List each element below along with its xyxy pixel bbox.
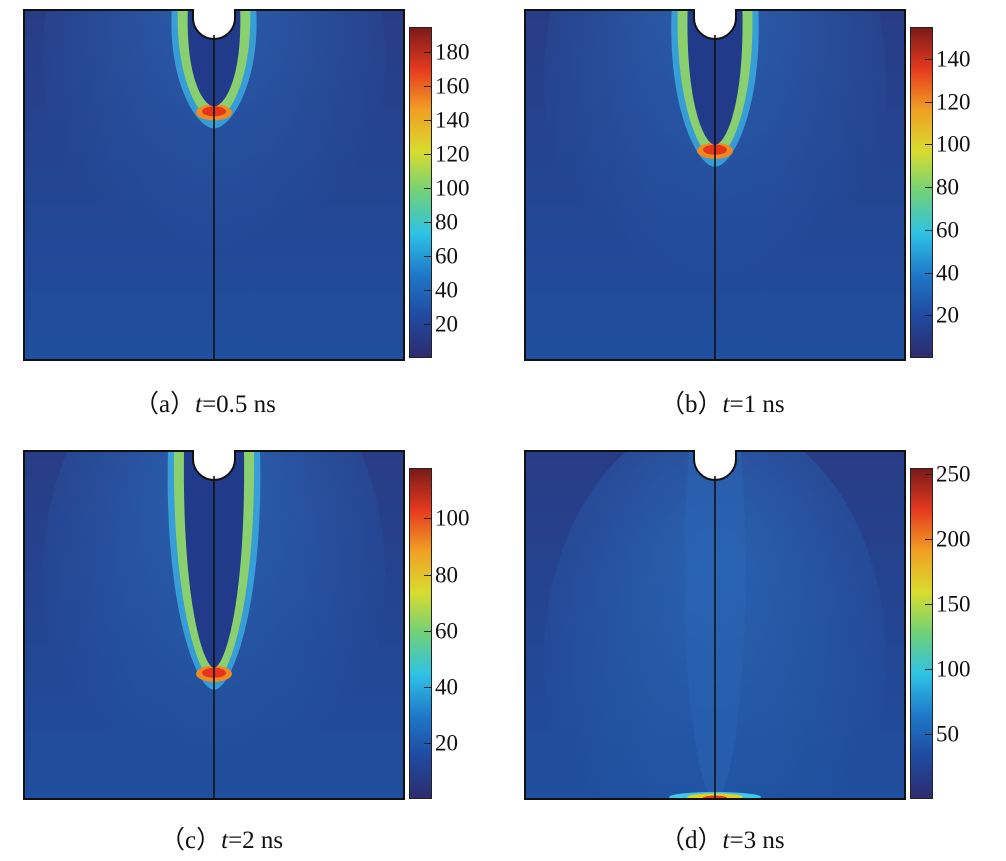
colorbar-tick-label: 120 [936, 89, 971, 115]
colorbar-tick-label: 60 [435, 243, 458, 269]
caption-c: （c）t=2 ns [160, 827, 284, 854]
caption-a: （a）t=0.5 ns [134, 391, 276, 418]
colorbar-tick [925, 101, 933, 103]
colorbar-tick-label: 20 [435, 730, 458, 756]
colorbar-tick-label: 40 [435, 277, 458, 303]
colorbar-tick [424, 742, 432, 744]
field-plot-a [23, 9, 405, 361]
colorbar-tick [424, 324, 432, 326]
colorbar-tick-label: 100 [435, 175, 470, 201]
colorbar-tick-label: 150 [936, 591, 971, 617]
colorbar-tick [424, 222, 432, 224]
colorbar-tick [424, 188, 432, 190]
colorbar-tick-label: 40 [936, 260, 959, 286]
colorbar-tick [925, 539, 933, 541]
colorbar-tick-label: 60 [435, 618, 458, 644]
colorbar-b [910, 27, 933, 358]
colorbar-tick [925, 59, 933, 61]
colorbar-tick-label: 140 [435, 107, 470, 133]
colorbar-tick [925, 669, 933, 671]
colorbar-tick [424, 290, 432, 292]
colorbar-tick-label: 60 [936, 217, 959, 243]
field-plot-b [524, 9, 906, 361]
colorbar-a [409, 27, 432, 358]
colorbar-tick [925, 474, 933, 476]
caption-b: （b）t=1 ns [660, 391, 785, 418]
colorbar-tick-label: 100 [435, 505, 470, 531]
colorbar-tick-label: 20 [435, 311, 458, 337]
colorbar-tick-label: 40 [435, 674, 458, 700]
field-plot-d [524, 450, 906, 800]
colorbar-tick [925, 604, 933, 606]
colorbar-tick [424, 686, 432, 688]
colorbar-tick [424, 574, 432, 576]
colorbar-tick [424, 630, 432, 632]
colorbar-tick-label: 100 [936, 656, 971, 682]
domain-outline [23, 450, 405, 800]
colorbar-tick [925, 187, 933, 189]
colorbar-tick [925, 144, 933, 146]
colorbar-tick-label: 20 [936, 302, 959, 328]
caption-d: （d）t=3 ns [660, 827, 785, 854]
colorbar-tick-label: 200 [936, 526, 971, 552]
colorbar-d [910, 468, 933, 799]
colorbar-tick [424, 518, 432, 520]
colorbar-tick [424, 86, 432, 88]
colorbar-tick [424, 120, 432, 122]
colorbar-tick [925, 315, 933, 317]
field-plot-c [23, 450, 405, 800]
colorbar-tick [925, 272, 933, 274]
colorbar-tick-label: 100 [936, 131, 971, 157]
colorbar-tick [424, 52, 432, 54]
colorbar-tick [925, 734, 933, 736]
colorbar-tick-label: 80 [936, 174, 959, 200]
colorbar-tick-label: 250 [936, 461, 971, 487]
colorbar-tick [424, 154, 432, 156]
colorbar-tick-label: 160 [435, 73, 470, 99]
colorbar-tick [424, 256, 432, 258]
domain-outline [524, 450, 906, 800]
colorbar-tick-label: 140 [936, 46, 971, 72]
colorbar-tick-label: 80 [435, 209, 458, 235]
colorbar-tick-label: 180 [435, 39, 470, 65]
colorbar-tick-label: 50 [936, 721, 959, 747]
colorbar-tick [925, 229, 933, 231]
colorbar-c [409, 468, 432, 799]
domain-outline [23, 9, 405, 361]
colorbar-tick-label: 80 [435, 562, 458, 588]
domain-outline [524, 9, 906, 361]
colorbar-tick-label: 120 [435, 141, 470, 167]
